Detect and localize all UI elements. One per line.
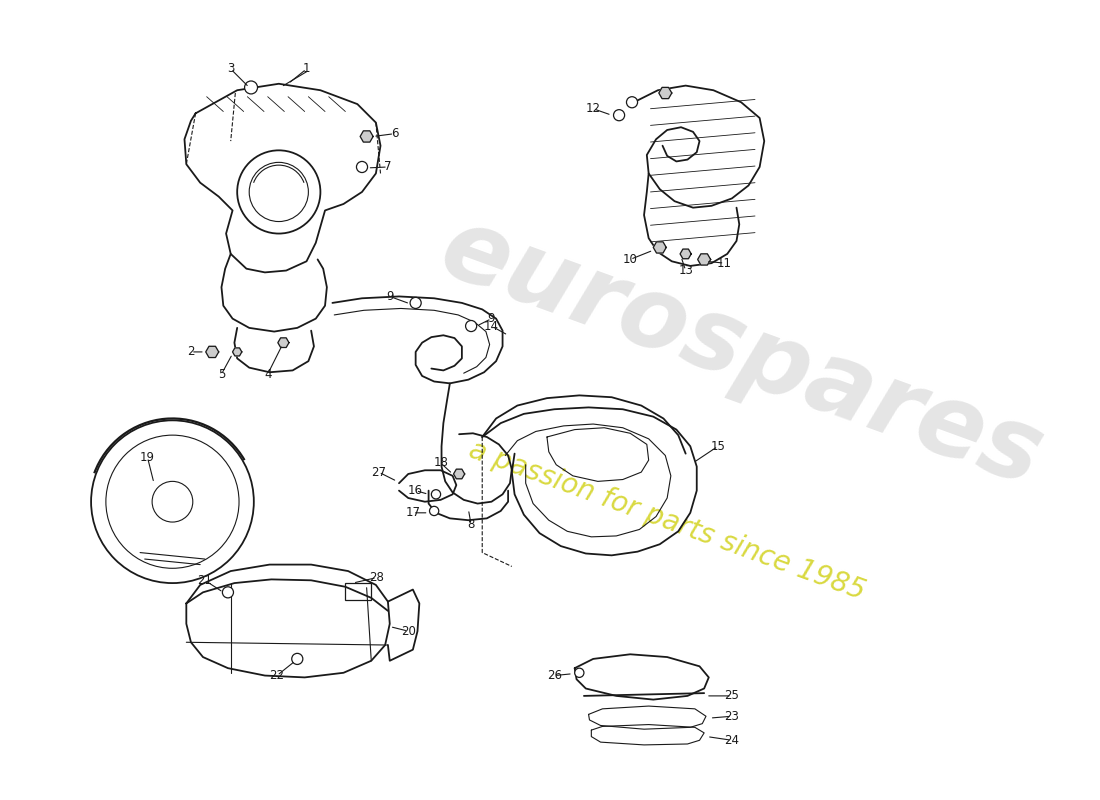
Text: 15: 15 [711,440,726,453]
Text: 19: 19 [140,451,155,464]
Circle shape [244,81,257,94]
Text: 28: 28 [370,571,384,584]
Polygon shape [453,469,464,478]
Polygon shape [697,254,711,265]
Polygon shape [206,346,219,358]
Text: 22: 22 [270,669,285,682]
Text: 14: 14 [484,319,499,333]
Text: 7: 7 [384,161,392,174]
Circle shape [429,506,439,515]
Polygon shape [360,131,373,142]
Circle shape [356,162,367,173]
Text: 10: 10 [623,253,638,266]
Text: 26: 26 [547,669,562,682]
Text: 18: 18 [433,456,448,470]
Text: 23: 23 [725,710,739,722]
Text: 6: 6 [390,127,398,140]
Text: 1: 1 [302,62,310,75]
Circle shape [292,654,302,665]
Text: 17: 17 [406,506,420,519]
Text: eurospares: eurospares [427,200,1055,507]
Text: 16: 16 [408,484,424,497]
Circle shape [222,586,233,598]
Text: 8: 8 [468,518,475,531]
Text: 11: 11 [717,257,732,270]
Bar [345,583,372,600]
Text: 9: 9 [386,290,394,303]
Text: 5: 5 [218,368,226,381]
Text: 12: 12 [585,102,601,115]
Text: 25: 25 [725,690,739,702]
Circle shape [627,97,638,108]
Circle shape [574,668,584,678]
Text: 3: 3 [227,62,234,75]
Polygon shape [653,242,667,253]
Text: 2: 2 [187,346,195,358]
Circle shape [465,321,476,331]
Text: 27: 27 [371,466,386,478]
Text: a passion for parts since 1985: a passion for parts since 1985 [465,435,869,605]
Circle shape [614,110,625,121]
Circle shape [410,298,421,309]
Polygon shape [232,348,242,356]
Text: 4: 4 [264,368,272,381]
Polygon shape [659,87,672,98]
Text: 20: 20 [400,625,416,638]
Text: 9: 9 [487,312,495,325]
Text: 24: 24 [725,734,739,746]
Polygon shape [278,338,289,347]
Circle shape [431,490,441,499]
Text: 21: 21 [197,574,212,587]
Polygon shape [680,249,691,258]
Text: 13: 13 [679,264,693,277]
